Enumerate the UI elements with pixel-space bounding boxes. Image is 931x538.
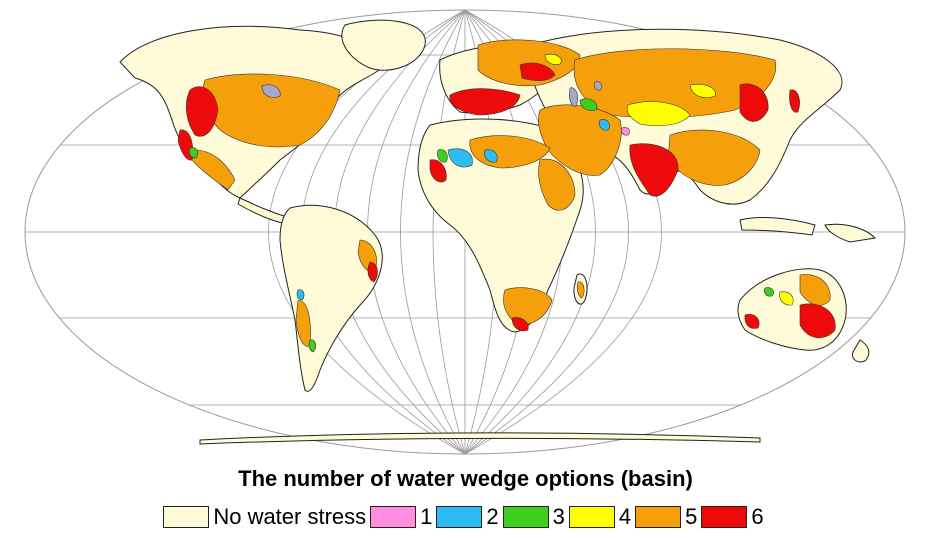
world-map bbox=[24, 9, 906, 455]
legend-label: 3 bbox=[552, 504, 565, 529]
region-australia-central bbox=[779, 291, 794, 306]
region-south-africa-tip bbox=[511, 317, 529, 332]
region-mexico-green bbox=[188, 147, 198, 159]
region-pink bbox=[621, 127, 630, 136]
legend-label: No water stress bbox=[213, 504, 367, 529]
south-america bbox=[279, 204, 383, 392]
legend-swatch bbox=[635, 506, 682, 528]
region-mediterranean bbox=[449, 88, 521, 116]
region-india bbox=[629, 143, 679, 197]
region-chile-blue bbox=[296, 289, 305, 301]
region-south-africa bbox=[503, 287, 553, 326]
stress-regions bbox=[177, 39, 836, 353]
region-japan bbox=[789, 89, 800, 113]
legend-swatch bbox=[568, 506, 615, 528]
legend-item-6: 6 bbox=[701, 504, 764, 529]
legend-swatch bbox=[701, 506, 748, 528]
indonesia bbox=[739, 217, 816, 236]
caspian-sea bbox=[569, 87, 578, 107]
legend: No water stress 1 2 3 4 5 6 bbox=[0, 506, 931, 528]
region-australia-southeast bbox=[799, 303, 836, 338]
legend-item-no-stress: No water stress bbox=[163, 506, 366, 528]
region-north-africa-west bbox=[429, 159, 447, 183]
legend-swatch bbox=[502, 506, 549, 528]
region-central-asia-green bbox=[579, 98, 598, 111]
legend-label: 4 bbox=[618, 504, 632, 529]
greenland bbox=[341, 19, 426, 71]
region-scandinavia bbox=[544, 53, 562, 65]
region-madagascar bbox=[576, 281, 585, 299]
region-australia-southwest bbox=[744, 314, 760, 329]
legend-item-3: 3 bbox=[502, 504, 565, 529]
legend-title: The number of water wedge options (basin… bbox=[238, 466, 693, 491]
region-east-africa bbox=[538, 158, 576, 211]
region-black-sea bbox=[519, 62, 556, 81]
region-libya bbox=[484, 149, 498, 163]
new-guinea bbox=[824, 223, 877, 243]
legend-swatch bbox=[370, 506, 417, 528]
australia bbox=[737, 268, 847, 351]
region-australia-east bbox=[799, 274, 831, 306]
legend-label: 5 bbox=[685, 504, 698, 529]
legend-label: 2 bbox=[486, 504, 499, 529]
lakes bbox=[261, 81, 602, 107]
region-usa-west bbox=[186, 86, 219, 137]
aral-sea bbox=[594, 81, 602, 91]
region-australia-green bbox=[764, 287, 774, 297]
antarctica-fringe bbox=[199, 432, 761, 445]
region-brazil-coast bbox=[367, 261, 378, 283]
region-andes-green bbox=[308, 339, 317, 353]
region-algeria bbox=[447, 148, 473, 168]
region-mexico bbox=[191, 149, 236, 191]
legend-item-5: 5 bbox=[635, 506, 697, 528]
legend-item-2: 2 bbox=[436, 504, 499, 529]
region-sahara-west bbox=[437, 149, 448, 163]
region-kazakhstan bbox=[626, 101, 691, 126]
legend-swatch bbox=[436, 506, 483, 528]
legend-label: 1 bbox=[420, 504, 433, 529]
region-east-china bbox=[739, 83, 769, 122]
new-zealand bbox=[851, 339, 870, 363]
legend-swatch bbox=[163, 506, 210, 528]
region-mongolia bbox=[689, 83, 716, 98]
great-lakes bbox=[261, 84, 281, 98]
legend-item-1: 1 bbox=[370, 506, 432, 528]
region-iran-blue bbox=[599, 119, 610, 131]
legend-label: 6 bbox=[751, 504, 764, 529]
region-china-south bbox=[667, 129, 761, 186]
legend-item-4: 4 bbox=[568, 504, 632, 529]
